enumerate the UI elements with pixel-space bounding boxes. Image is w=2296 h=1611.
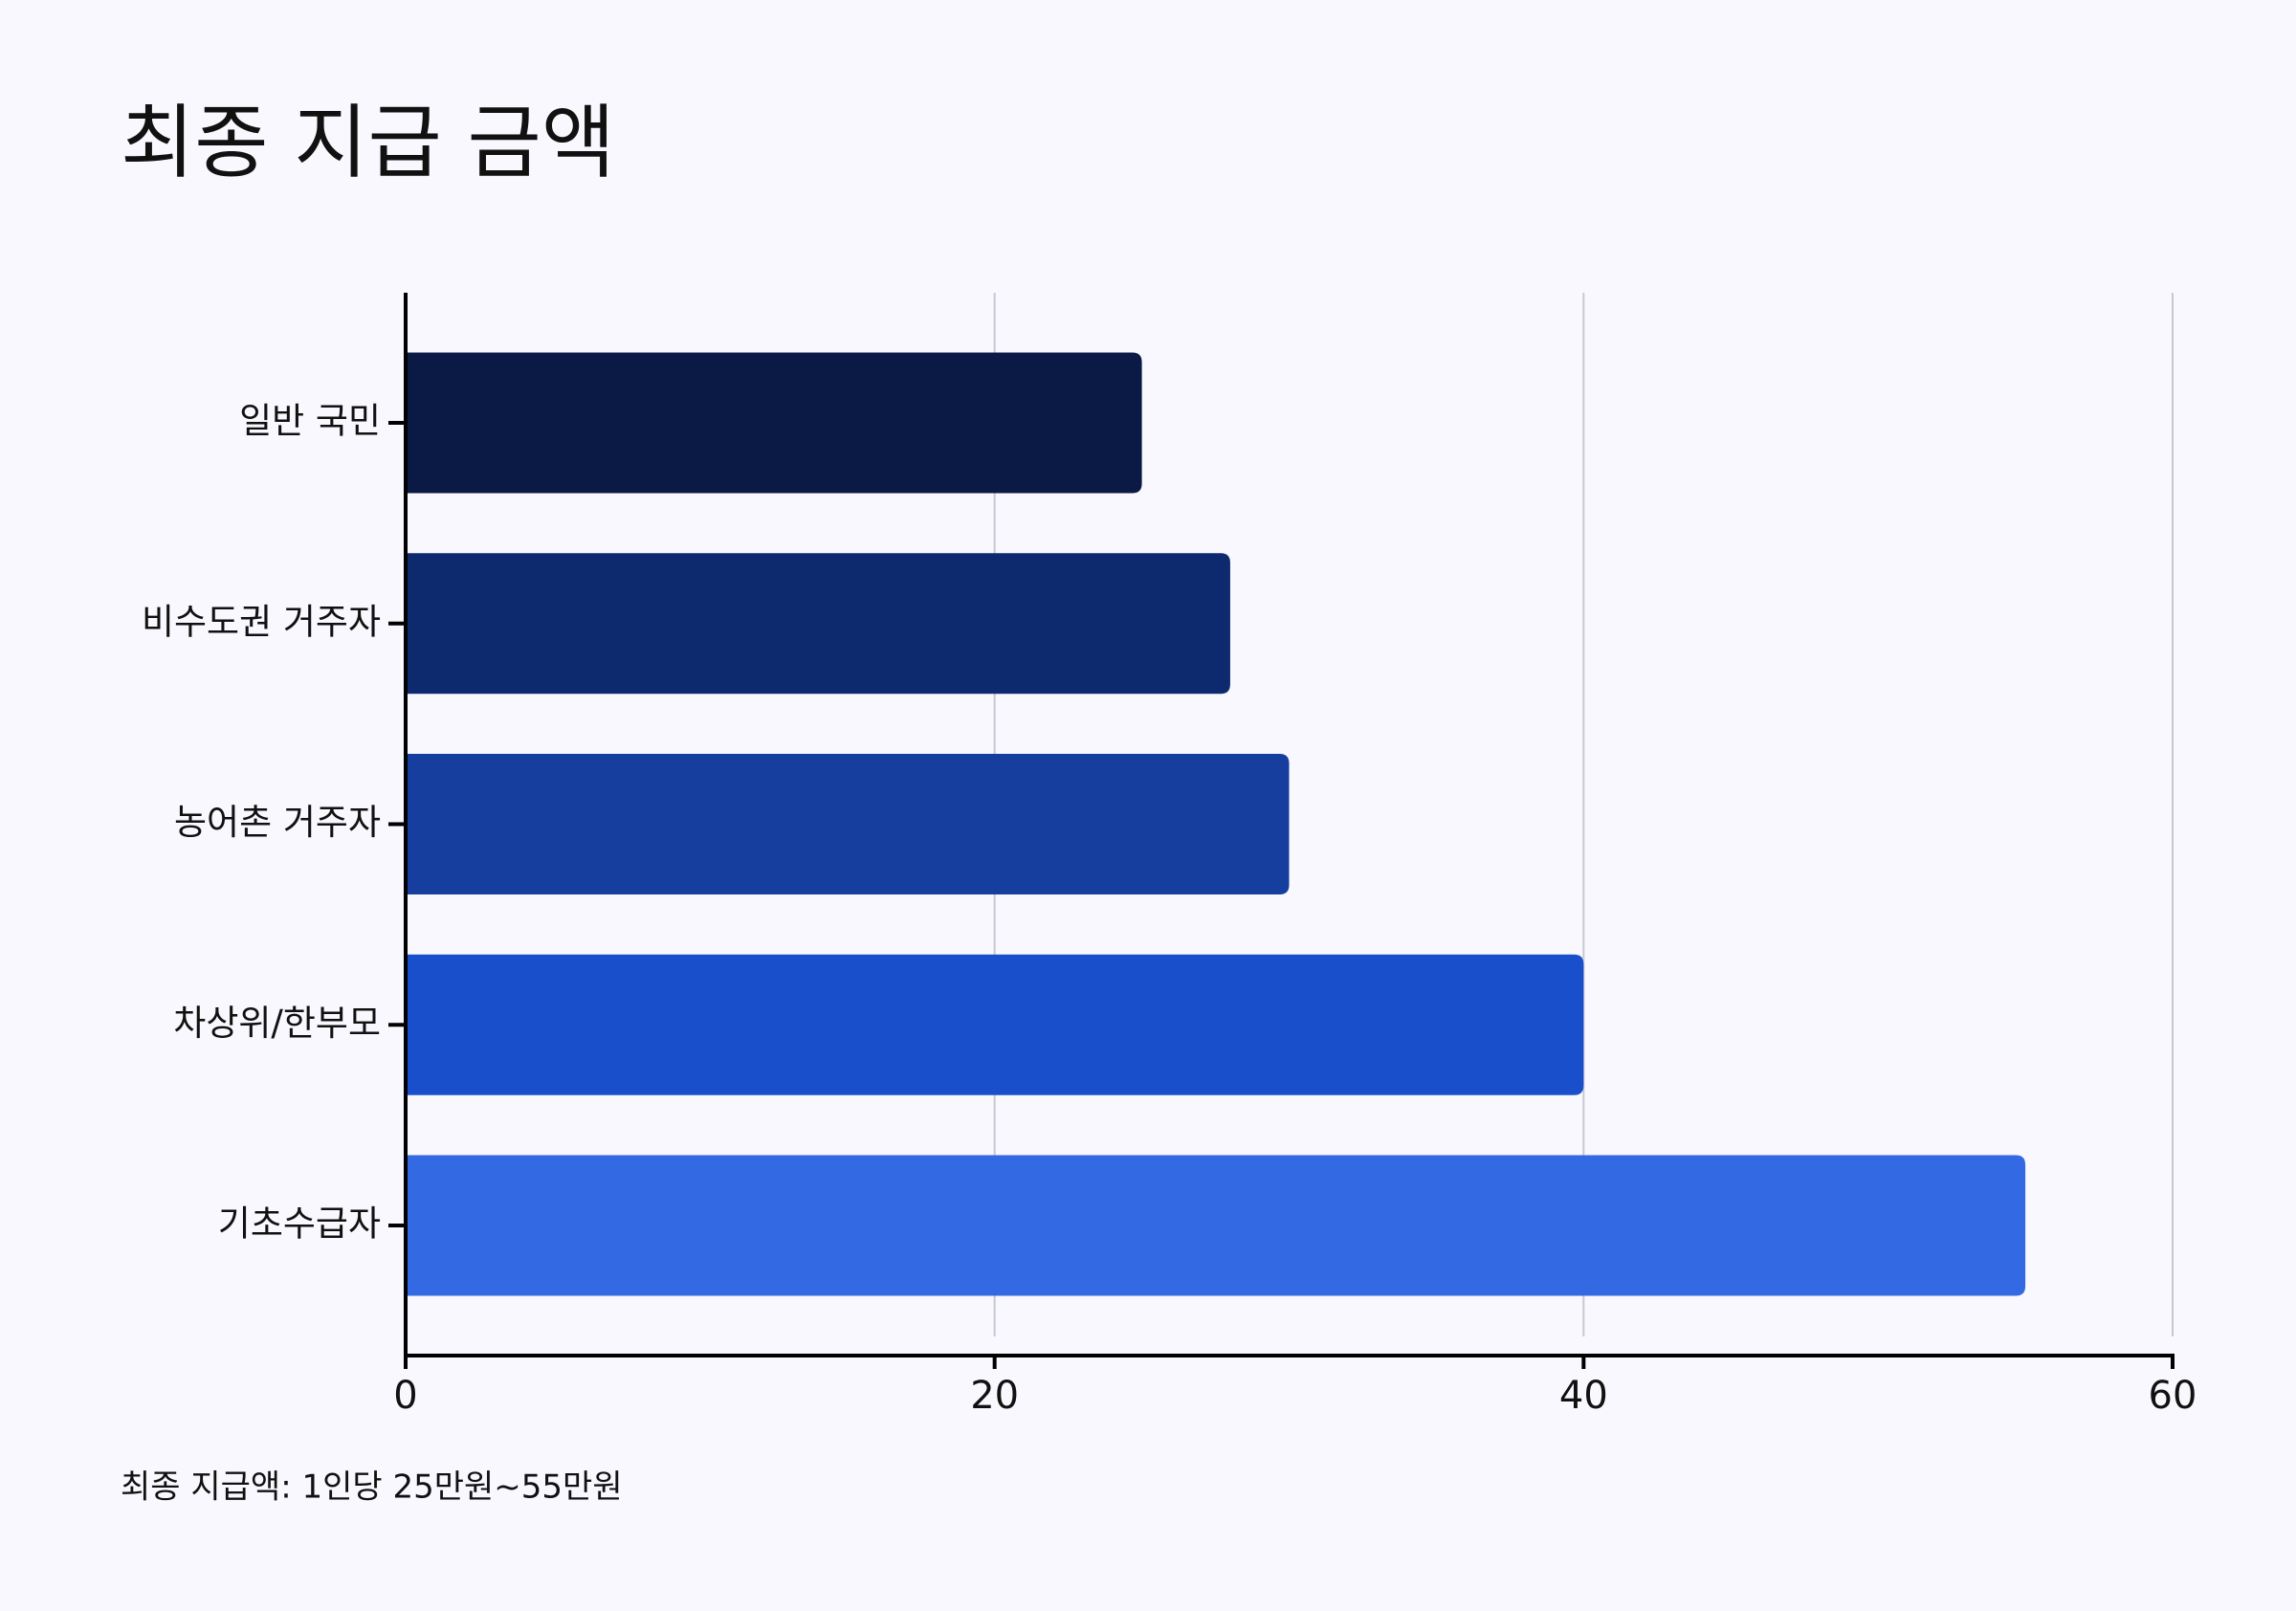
bar	[406, 954, 1584, 1095]
x-tick-label: 0	[393, 1374, 417, 1418]
x-tick-label: 60	[2149, 1374, 2197, 1418]
y-tick-label: 차상위/한부모	[173, 1003, 381, 1044]
x-tick-label: 40	[1559, 1374, 1608, 1418]
bar	[406, 754, 1290, 894]
y-tick-label: 일반 국민	[239, 401, 381, 442]
bar	[406, 553, 1230, 695]
bar	[406, 1155, 2026, 1296]
x-tick-label: 20	[970, 1374, 1019, 1418]
chart-note: 최종 지급액: 1인당 25만원~55만원	[121, 1468, 623, 1507]
bar	[406, 352, 1142, 494]
chart-title: 최종 지급 금액	[121, 96, 615, 189]
y-tick-label: 농어촌 거주자	[174, 802, 381, 843]
y-tick-label: 비수도권 거주자	[142, 601, 381, 642]
y-tick-label: 기초수급자	[218, 1203, 381, 1245]
